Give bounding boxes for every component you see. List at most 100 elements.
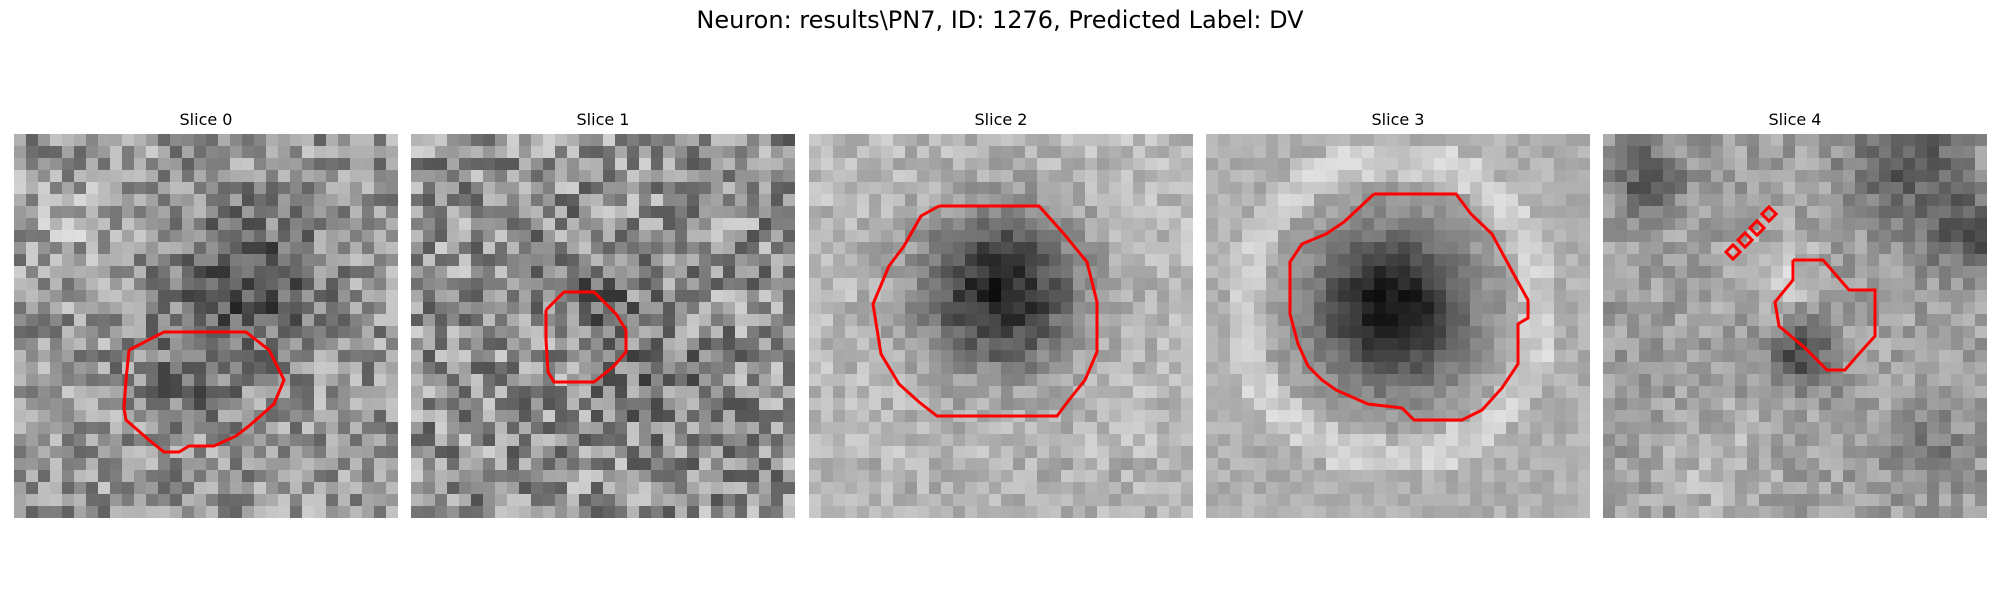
pixel (1446, 290, 1459, 303)
pixel (1278, 422, 1291, 435)
pixel (1699, 314, 1712, 327)
pixel (423, 506, 436, 518)
pixel (1326, 410, 1339, 423)
pixel (483, 410, 496, 423)
pixel (1386, 362, 1399, 375)
pixel (783, 170, 795, 183)
pixel (845, 218, 858, 231)
pixel (1807, 410, 1820, 423)
pixel (821, 218, 834, 231)
pixel (1206, 458, 1219, 471)
pixel (531, 446, 544, 459)
pixel (1121, 494, 1134, 507)
pixel (579, 362, 592, 375)
pixel (1398, 230, 1411, 243)
pixel (1566, 254, 1579, 267)
pixel (471, 446, 484, 459)
pixel (1963, 230, 1976, 243)
pixel (1711, 170, 1724, 183)
pixel (314, 302, 327, 315)
pixel (893, 494, 906, 507)
pixel (1145, 434, 1158, 447)
pixel (86, 134, 99, 147)
pixel (1927, 302, 1940, 315)
pixel (1759, 254, 1772, 267)
pixel (1386, 506, 1399, 518)
pixel (929, 314, 942, 327)
pixel (386, 362, 398, 375)
pixel (869, 182, 882, 195)
pixel (98, 170, 111, 183)
pixel (747, 362, 760, 375)
pixel (182, 278, 195, 291)
pixel (747, 302, 760, 315)
pixel (98, 386, 111, 399)
pixel (1723, 278, 1736, 291)
pixel (146, 278, 159, 291)
pixel (98, 218, 111, 231)
pixel (735, 326, 748, 339)
pixel (1314, 158, 1327, 171)
pixel (1278, 218, 1291, 231)
pixel (833, 374, 846, 387)
pixel (965, 338, 978, 351)
pixel (1915, 146, 1928, 159)
pixel (1362, 230, 1375, 243)
pixel (1446, 134, 1459, 147)
pixel (182, 338, 195, 351)
pixel (1410, 458, 1423, 471)
pixel (639, 146, 652, 159)
pixel (1530, 506, 1543, 518)
pixel (1374, 458, 1387, 471)
pixel (579, 194, 592, 207)
pixel (1073, 290, 1086, 303)
pixel (809, 182, 822, 195)
pixel (435, 254, 448, 267)
pixel (1362, 470, 1375, 483)
pixel (1542, 350, 1555, 363)
pixel (1675, 386, 1688, 399)
pixel (314, 494, 327, 507)
pixel (917, 146, 930, 159)
pixel (759, 302, 772, 315)
pixel (1891, 398, 1904, 411)
pixel (1939, 350, 1952, 363)
pixel (555, 494, 568, 507)
pixel (1326, 134, 1339, 147)
pixel (459, 482, 472, 495)
pixel (675, 254, 688, 267)
pixel (122, 146, 135, 159)
pixel (711, 182, 724, 195)
pixel (567, 314, 580, 327)
pixel (1145, 374, 1158, 387)
pixel (881, 182, 894, 195)
pixel (1001, 302, 1014, 315)
pixel (1206, 470, 1219, 483)
pixel (1302, 338, 1315, 351)
slice-panel-2: Slice 2 (809, 108, 1193, 518)
pixel (1530, 170, 1543, 183)
pixel (1891, 362, 1904, 375)
pixel (1530, 314, 1543, 327)
pixel (290, 410, 303, 423)
pixel (1362, 206, 1375, 219)
pixel (1554, 458, 1567, 471)
pixel (74, 326, 87, 339)
pixel (447, 206, 460, 219)
pixel (1386, 170, 1399, 183)
pixel (1085, 302, 1098, 315)
pixel (1302, 134, 1315, 147)
pixel (1290, 218, 1303, 231)
pixel (1398, 434, 1411, 447)
pixel (38, 170, 51, 183)
pixel (146, 134, 159, 147)
pixel (627, 182, 640, 195)
pixel (1542, 206, 1555, 219)
pixel (1169, 398, 1182, 411)
pixel (254, 350, 267, 363)
pixel (62, 278, 75, 291)
pixel (1013, 302, 1026, 315)
pixel (471, 494, 484, 507)
pixel (134, 134, 147, 147)
pixel (1302, 326, 1315, 339)
